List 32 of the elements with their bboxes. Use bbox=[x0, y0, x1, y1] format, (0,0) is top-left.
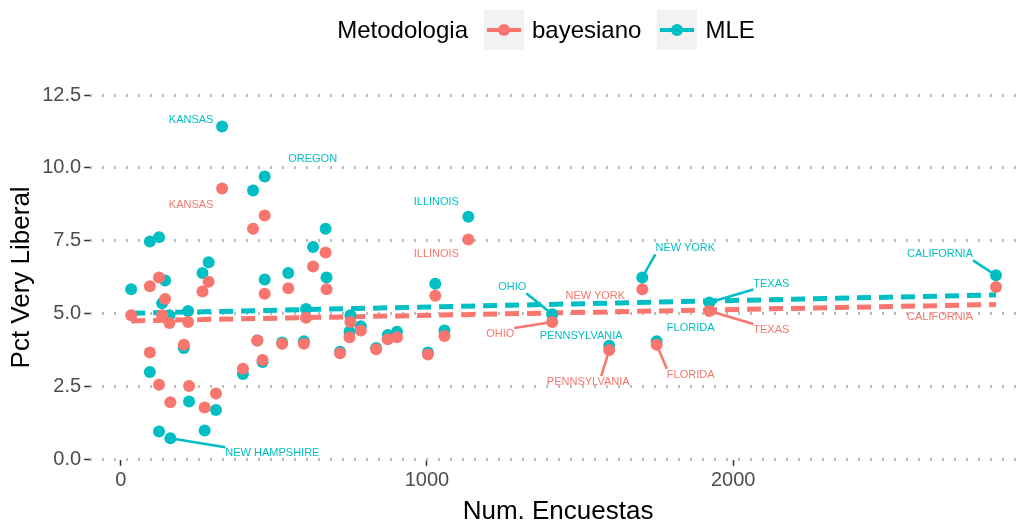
legend-label: bayesiano bbox=[531, 16, 642, 44]
y-tick-label: 2.5 bbox=[53, 374, 82, 397]
annotation: CALIFORNIA bbox=[906, 247, 974, 260]
annotation: ILLINOIS bbox=[413, 247, 459, 260]
y-tick-label: 12.5 bbox=[42, 82, 82, 105]
y-tick-label: 7.5 bbox=[53, 228, 82, 251]
annotation: OHIO bbox=[486, 327, 515, 340]
annotation: OREGON bbox=[288, 152, 338, 165]
y-axis-title: Pct Very Liberal bbox=[4, 186, 35, 369]
annotation: TEXAS bbox=[753, 276, 790, 289]
y-tick-label: 10.0 bbox=[42, 155, 82, 178]
annotation: NEW YORK bbox=[565, 289, 626, 302]
annotation: PENNSYLVANIA bbox=[546, 375, 631, 388]
annotation: FLORIDA bbox=[666, 321, 716, 334]
x-tick-label: 0 bbox=[115, 468, 127, 491]
y-tick-label: 0.0 bbox=[53, 447, 82, 470]
annotation: NEW HAMPSHIRE bbox=[225, 446, 320, 459]
x-tick-label: 1000 bbox=[404, 468, 450, 491]
legend-label: MLE bbox=[705, 16, 755, 44]
annotation: PENNSYLVANIA bbox=[539, 328, 624, 341]
annotation: ILLINOIS bbox=[413, 194, 459, 207]
annotation: CALIFORNIA bbox=[906, 310, 974, 323]
x-tick-label: 2000 bbox=[710, 468, 756, 491]
annotation: NEW YORK bbox=[655, 241, 716, 254]
annotation: KANSAS bbox=[168, 198, 214, 211]
annotation: FLORIDA bbox=[666, 367, 716, 380]
annotation: TEXAS bbox=[753, 322, 790, 335]
y-tick-label: 5.0 bbox=[53, 301, 82, 324]
annotation: KANSAS bbox=[168, 112, 214, 125]
annotation: OHIO bbox=[498, 280, 527, 293]
x-axis-title: Num. Encuestas bbox=[462, 494, 654, 525]
legend-title: Metodologia bbox=[337, 16, 468, 44]
